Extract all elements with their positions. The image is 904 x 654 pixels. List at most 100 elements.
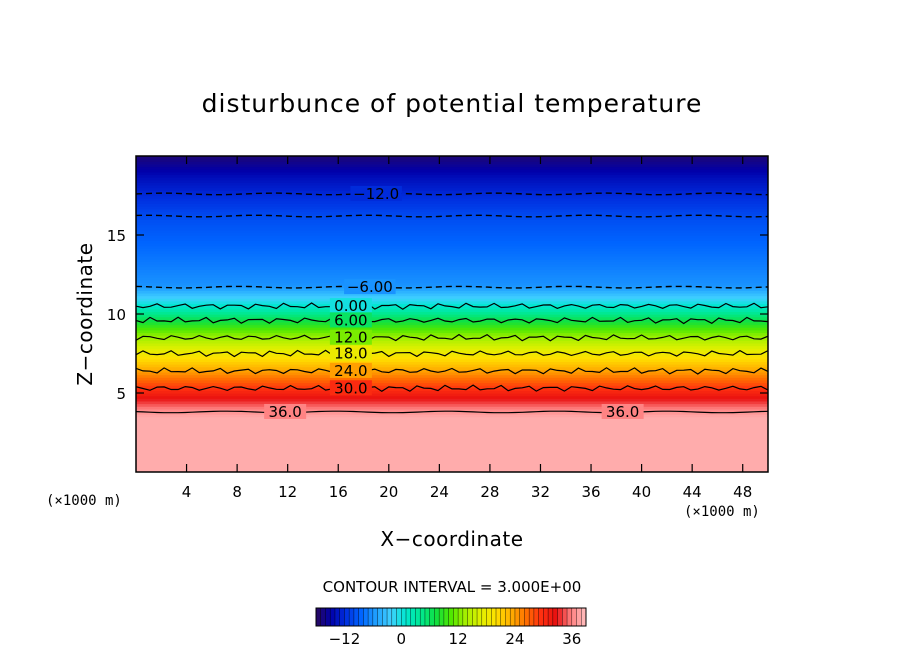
contour-label: 6.00 <box>334 311 367 329</box>
y-tick-label: 10 <box>107 306 126 324</box>
colorbar-cell <box>368 608 374 626</box>
field-band <box>136 332 768 336</box>
field-band <box>136 408 768 413</box>
contour-line <box>136 410 768 414</box>
colorbar-cell <box>467 608 473 626</box>
field-band <box>136 421 768 426</box>
field-band <box>136 287 768 291</box>
field-band <box>136 311 768 315</box>
field-band <box>136 261 768 265</box>
field-band <box>136 429 768 434</box>
field-band <box>136 232 768 236</box>
field-band <box>136 393 768 397</box>
field-band <box>136 458 768 463</box>
colorbar-frame <box>315 607 587 627</box>
field-band <box>136 282 768 286</box>
colorbar-cell <box>486 608 492 626</box>
contour-label-bg <box>329 345 372 361</box>
field-band <box>136 356 768 360</box>
colorbar <box>315 607 587 627</box>
field-band <box>136 432 768 436</box>
field-band <box>136 295 768 299</box>
field-band <box>136 166 768 170</box>
field-band <box>136 450 768 455</box>
colorbar-cell <box>481 608 487 626</box>
field-band <box>136 198 768 202</box>
field-band <box>136 327 768 331</box>
colorbar-cell <box>472 608 478 626</box>
colorbar-cell <box>377 608 383 626</box>
colorbar-cell <box>334 608 341 626</box>
colorbar-cell <box>505 608 511 626</box>
x-tick-label: 40 <box>632 483 651 501</box>
field-band <box>136 406 768 410</box>
contour-line <box>136 285 768 289</box>
field-band <box>136 308 768 312</box>
contour-line <box>136 367 768 375</box>
x-tick-label: 36 <box>581 483 600 501</box>
field-band <box>136 443 768 447</box>
contour-label: 12.0 <box>334 329 367 347</box>
field-band <box>136 227 768 231</box>
field-band <box>136 319 768 323</box>
field-band <box>136 274 768 278</box>
colorbar-cell <box>538 608 544 626</box>
colorbar-cell <box>330 608 336 626</box>
field-band <box>136 456 768 460</box>
field-band <box>136 271 768 276</box>
field-band <box>136 269 768 273</box>
contour-label: 30.0 <box>334 379 367 397</box>
colorbar-cell <box>562 608 568 626</box>
colorbar-cell <box>320 608 326 626</box>
field-band <box>136 427 768 431</box>
colorbar-cell <box>510 608 516 626</box>
field-band <box>136 279 768 283</box>
field-band <box>136 240 768 244</box>
contour-label: 0.00 <box>334 297 367 315</box>
colorbar-tick-label: −12 <box>329 630 361 648</box>
field-band <box>136 361 768 365</box>
field-band <box>136 263 768 268</box>
field-band <box>136 195 768 199</box>
contour-label-bg <box>329 298 372 314</box>
colorbar-cell <box>458 608 464 626</box>
field-band <box>136 469 768 472</box>
colorbar-cell <box>363 608 369 626</box>
contour-label-bg <box>601 403 644 419</box>
field-band <box>136 464 768 468</box>
field-band <box>136 448 768 452</box>
colorbar-cell <box>477 608 483 626</box>
colorbar-cell <box>344 608 350 626</box>
field-band <box>136 229 768 233</box>
colorbar-cell <box>548 608 554 626</box>
field-band <box>136 345 768 349</box>
field-band <box>136 440 768 444</box>
field-band <box>136 171 768 176</box>
field-band <box>136 177 768 181</box>
colorbar-cell <box>462 608 468 626</box>
colorbar-cell <box>325 608 331 626</box>
colorbar-cell <box>420 608 426 626</box>
x-tick-label: 4 <box>182 483 192 501</box>
field-band <box>136 258 768 262</box>
colorbar-cell <box>339 608 345 626</box>
field-band <box>136 292 768 297</box>
field-band <box>136 435 768 439</box>
field-band <box>136 179 768 183</box>
field-band <box>136 221 768 226</box>
field-band <box>136 206 768 210</box>
field-band <box>136 298 768 302</box>
x-axis-unit-label: (×1000 m) <box>684 504 760 520</box>
colorbar-cell <box>533 608 540 626</box>
contour-label: 24.0 <box>334 362 367 380</box>
field-band <box>136 187 768 191</box>
contour-label: −6.00 <box>347 278 393 296</box>
field-band <box>136 379 768 384</box>
field-band <box>136 219 768 223</box>
field-band <box>136 377 768 381</box>
field-band <box>136 285 768 289</box>
field-band <box>136 163 768 168</box>
field-band <box>136 353 768 357</box>
